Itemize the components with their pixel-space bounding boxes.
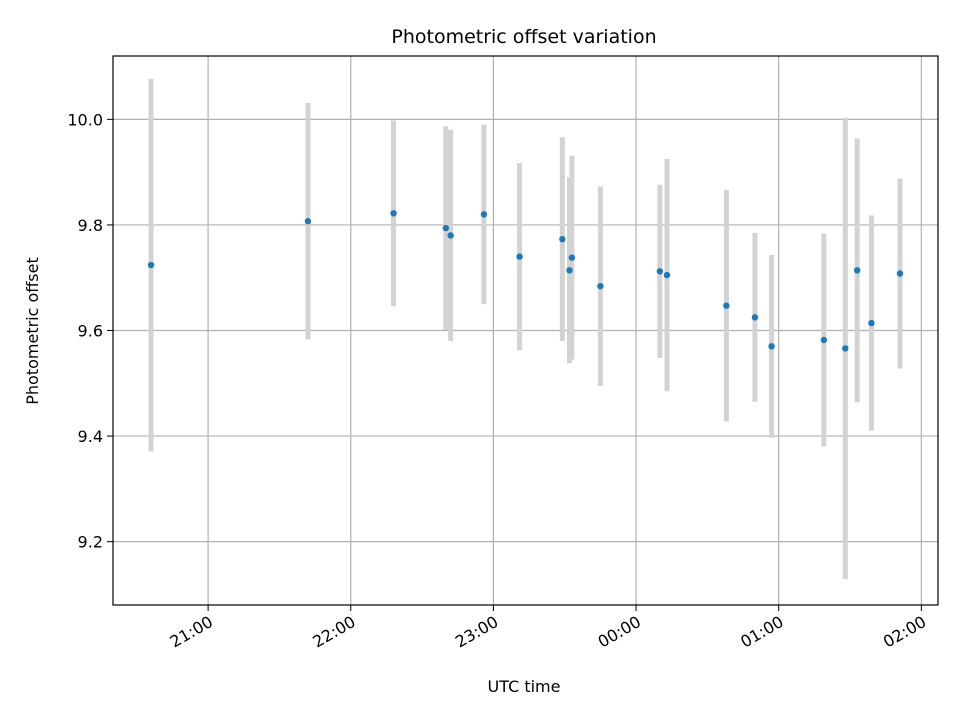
y-tick-label: 10.0 xyxy=(67,110,103,129)
x-axis-ticks: 21:00 22:00 23:00 00:00 01:00 02:00 xyxy=(167,605,929,652)
data-point xyxy=(656,268,664,275)
y-tick-label: 9.2 xyxy=(78,533,103,552)
x-tick-label: 21:00 xyxy=(167,612,216,652)
data-point xyxy=(597,282,604,290)
chart-title: Photometric offset variation xyxy=(391,26,656,48)
data-point xyxy=(820,336,828,344)
data-point xyxy=(147,261,155,269)
x-tick-label: 02:00 xyxy=(880,612,929,652)
data-point xyxy=(853,267,861,274)
data-point xyxy=(390,210,397,217)
data-point xyxy=(568,254,576,261)
error-bars xyxy=(148,78,903,580)
data-point xyxy=(480,211,488,218)
data-point xyxy=(751,314,759,321)
data-point xyxy=(516,253,523,260)
data-point xyxy=(447,232,454,239)
x-tick-label: 22:00 xyxy=(309,612,358,652)
x-tick-label: 01:00 xyxy=(737,612,786,652)
x-tick-label: 23:00 xyxy=(452,612,501,652)
data-point xyxy=(304,218,312,225)
data-point xyxy=(663,271,671,279)
y-tick-label: 9.8 xyxy=(78,216,103,235)
data-point xyxy=(442,224,450,232)
data-point xyxy=(559,235,566,243)
x-tick-label: 00:00 xyxy=(595,612,644,652)
data-point xyxy=(768,343,775,350)
data-point xyxy=(896,270,904,277)
data-point xyxy=(842,345,849,352)
data-point xyxy=(723,302,730,309)
y-tick-label: 9.4 xyxy=(78,427,103,446)
data-point xyxy=(868,319,875,327)
x-axis-label: UTC time xyxy=(488,677,561,696)
data-points xyxy=(147,210,904,352)
y-axis-ticks: 9.2 9.4 9.6 9.8 10.0 xyxy=(67,110,113,552)
grid-lines xyxy=(113,56,938,605)
y-axis-label: Photometric offset xyxy=(23,257,42,405)
y-tick-label: 9.6 xyxy=(78,322,103,341)
data-point xyxy=(566,267,573,274)
